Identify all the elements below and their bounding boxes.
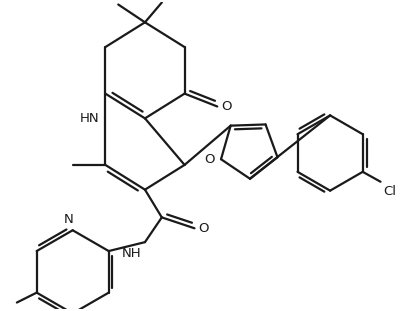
Text: O: O bbox=[221, 100, 232, 113]
Text: O: O bbox=[198, 222, 209, 235]
Text: Cl: Cl bbox=[384, 185, 396, 198]
Text: O: O bbox=[204, 153, 215, 166]
Text: N: N bbox=[64, 213, 74, 226]
Text: HN: HN bbox=[80, 112, 100, 125]
Text: NH: NH bbox=[121, 247, 141, 260]
